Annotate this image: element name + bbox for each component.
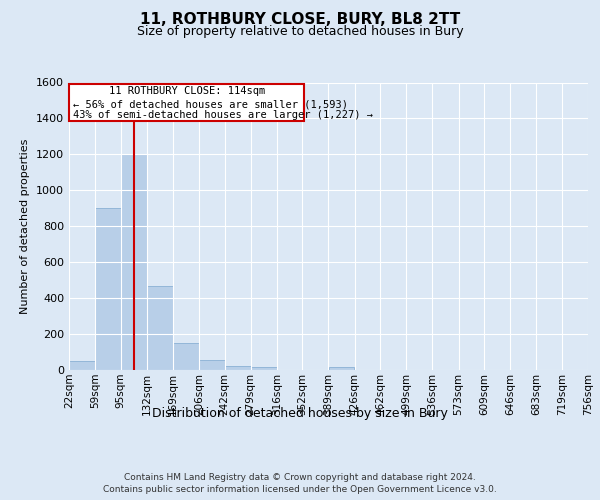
- Text: 43% of semi-detached houses are larger (1,227) →: 43% of semi-detached houses are larger (…: [73, 110, 373, 120]
- Bar: [69, 84, 304, 120]
- Bar: [147, 286, 173, 370]
- Bar: [69, 361, 95, 370]
- Bar: [121, 154, 146, 370]
- Bar: [173, 343, 199, 370]
- Text: 11 ROTHBURY CLOSE: 114sqm: 11 ROTHBURY CLOSE: 114sqm: [109, 86, 265, 97]
- Bar: [251, 367, 277, 370]
- Bar: [95, 208, 121, 370]
- Y-axis label: Number of detached properties: Number of detached properties: [20, 138, 31, 314]
- Bar: [199, 360, 225, 370]
- Text: ← 56% of detached houses are smaller (1,593): ← 56% of detached houses are smaller (1,…: [73, 100, 348, 110]
- Bar: [225, 366, 251, 370]
- Text: Distribution of detached houses by size in Bury: Distribution of detached houses by size …: [152, 408, 448, 420]
- Text: 11, ROTHBURY CLOSE, BURY, BL8 2TT: 11, ROTHBURY CLOSE, BURY, BL8 2TT: [140, 12, 460, 28]
- Bar: [329, 368, 355, 370]
- Text: Size of property relative to detached houses in Bury: Size of property relative to detached ho…: [137, 25, 463, 38]
- Text: Contains public sector information licensed under the Open Government Licence v3: Contains public sector information licen…: [103, 485, 497, 494]
- Text: Contains HM Land Registry data © Crown copyright and database right 2024.: Contains HM Land Registry data © Crown c…: [124, 472, 476, 482]
